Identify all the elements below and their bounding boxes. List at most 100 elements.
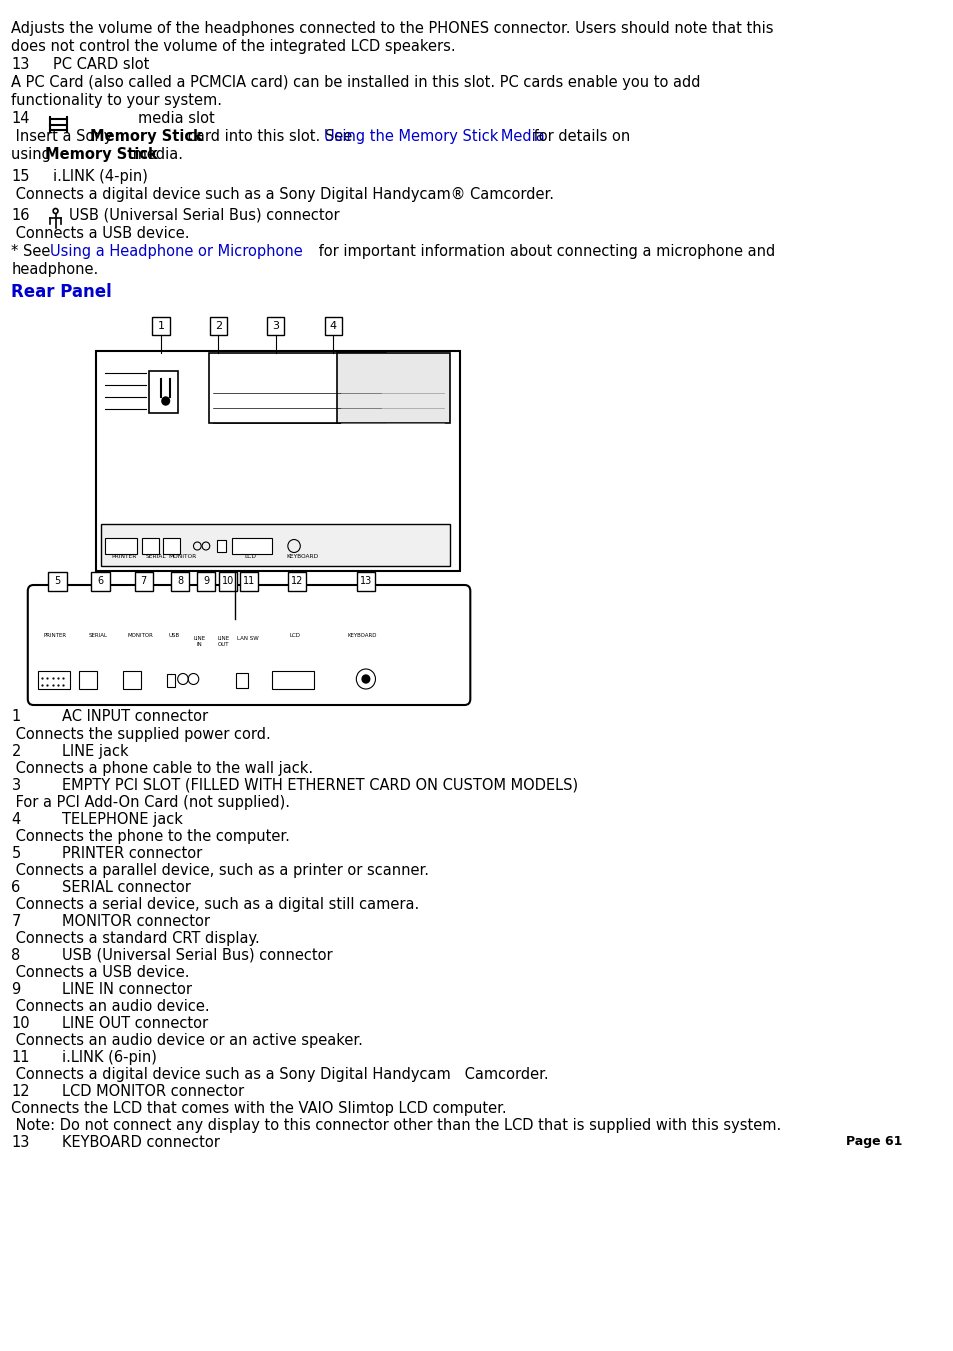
Text: LCD MONITOR connector: LCD MONITOR connector <box>62 1084 244 1098</box>
Bar <box>324 317 341 335</box>
FancyBboxPatch shape <box>142 538 159 554</box>
Text: Memory Stick: Memory Stick <box>45 147 157 162</box>
Text: Connects an audio device.: Connects an audio device. <box>11 998 210 1015</box>
Text: 5: 5 <box>11 846 21 861</box>
Bar <box>49 571 67 590</box>
Text: 11: 11 <box>243 576 254 586</box>
FancyBboxPatch shape <box>95 351 459 571</box>
Bar <box>167 674 175 688</box>
Text: LINE
IN: LINE IN <box>193 636 205 647</box>
Text: 13: 13 <box>11 1135 30 1150</box>
Text: LINE jack: LINE jack <box>62 744 129 759</box>
Text: Connects a standard CRT display.: Connects a standard CRT display. <box>11 931 260 946</box>
Text: 1: 1 <box>11 709 21 724</box>
Text: functionality to your system.: functionality to your system. <box>11 93 222 108</box>
Text: 9: 9 <box>203 576 209 586</box>
FancyBboxPatch shape <box>163 538 180 554</box>
FancyBboxPatch shape <box>105 538 137 554</box>
Text: KEYBOARD: KEYBOARD <box>347 634 376 638</box>
Text: TELEPHONE jack: TELEPHONE jack <box>62 812 183 827</box>
Text: for important information about connecting a microphone and: for important information about connecti… <box>314 245 775 259</box>
Bar <box>267 317 284 335</box>
Circle shape <box>362 676 370 684</box>
Text: Connects an audio device or an active speaker.: Connects an audio device or an active sp… <box>11 1034 363 1048</box>
Bar <box>91 571 110 590</box>
Text: Connects a serial device, such as a digital still camera.: Connects a serial device, such as a digi… <box>11 897 419 912</box>
Text: SERIAL: SERIAL <box>88 634 107 638</box>
Bar <box>134 571 152 590</box>
Text: Using the Memory Stick: Using the Memory Stick <box>323 128 497 145</box>
Text: card into this slot. See: card into this slot. See <box>174 128 356 145</box>
Text: USB: USB <box>169 634 180 638</box>
Text: media slot: media slot <box>138 111 214 126</box>
Text: KEYBOARD connector: KEYBOARD connector <box>62 1135 220 1150</box>
Text: Insert a Sony: Insert a Sony <box>11 128 117 145</box>
Text: 16: 16 <box>11 208 30 223</box>
Text: 10: 10 <box>11 1016 30 1031</box>
Text: Note: Do not connect any display to this connector other than the LCD that is su: Note: Do not connect any display to this… <box>11 1119 781 1133</box>
FancyBboxPatch shape <box>28 585 470 705</box>
Text: Memory Stick: Memory Stick <box>90 128 203 145</box>
Text: 3: 3 <box>11 778 21 793</box>
FancyBboxPatch shape <box>336 353 450 423</box>
Text: 15: 15 <box>11 169 30 184</box>
FancyBboxPatch shape <box>235 673 248 688</box>
Text: 11: 11 <box>11 1050 30 1065</box>
Bar <box>171 571 189 590</box>
Text: 3: 3 <box>272 322 279 331</box>
Text: SERIAL connector: SERIAL connector <box>62 880 191 894</box>
Text: i.LINK (6-pin): i.LINK (6-pin) <box>62 1050 157 1065</box>
Bar <box>218 571 237 590</box>
Bar <box>152 317 170 335</box>
Text: Connects a digital device such as a Sony Digital Handycam   Camcorder.: Connects a digital device such as a Sony… <box>11 1067 549 1082</box>
Text: Connects a phone cable to the wall jack.: Connects a phone cable to the wall jack. <box>11 761 314 775</box>
Text: SERIAL: SERIAL <box>146 554 166 558</box>
Text: EMPTY PCI SLOT (FILLED WITH ETHERNET CARD ON CUSTOM MODELS): EMPTY PCI SLOT (FILLED WITH ETHERNET CAR… <box>62 778 578 793</box>
Text: using: using <box>11 147 56 162</box>
FancyBboxPatch shape <box>38 671 70 689</box>
Bar <box>100 524 450 566</box>
Text: Connects a parallel device, such as a printer or scanner.: Connects a parallel device, such as a pr… <box>11 863 429 878</box>
Text: Connects the supplied power cord.: Connects the supplied power cord. <box>11 727 271 742</box>
Text: 4: 4 <box>330 322 336 331</box>
Text: 13: 13 <box>359 576 372 586</box>
Text: 2: 2 <box>11 744 21 759</box>
FancyBboxPatch shape <box>78 671 96 689</box>
Text: PRINTER connector: PRINTER connector <box>62 846 202 861</box>
Text: 6: 6 <box>11 880 21 894</box>
Text: PC CARD slot: PC CARD slot <box>52 57 149 72</box>
Text: 8: 8 <box>177 576 183 586</box>
Text: A PC Card (also called a PCMCIA card) can be installed in this slot. PC cards en: A PC Card (also called a PCMCIA card) ca… <box>11 76 700 91</box>
Text: 6: 6 <box>97 576 104 586</box>
Text: LCD: LCD <box>289 634 300 638</box>
Text: i.LINK (4-pin): i.LINK (4-pin) <box>52 169 148 184</box>
Text: 9: 9 <box>11 982 21 997</box>
Text: does not control the volume of the integrated LCD speakers.: does not control the volume of the integ… <box>11 39 456 54</box>
Text: LINE
OUT: LINE OUT <box>217 636 229 647</box>
Text: Adjusts the volume of the headphones connected to the PHONES connector. Users sh: Adjusts the volume of the headphones con… <box>11 22 773 36</box>
Text: LINE IN connector: LINE IN connector <box>62 982 193 997</box>
Text: KEYBOARD: KEYBOARD <box>286 554 318 558</box>
Text: Connects a USB device.: Connects a USB device. <box>11 226 190 240</box>
Text: Connects the phone to the computer.: Connects the phone to the computer. <box>11 830 290 844</box>
Bar <box>288 571 306 590</box>
FancyBboxPatch shape <box>272 671 314 689</box>
Bar <box>210 317 227 335</box>
Text: LINE OUT connector: LINE OUT connector <box>62 1016 208 1031</box>
Text: 1: 1 <box>157 322 164 331</box>
Text: PRINTER: PRINTER <box>43 634 66 638</box>
Text: LCD: LCD <box>244 554 255 558</box>
Bar <box>240 571 258 590</box>
Text: 5: 5 <box>54 576 61 586</box>
Text: * See: * See <box>11 245 55 259</box>
Text: Connects a digital device such as a Sony Digital Handycam® Camcorder.: Connects a digital device such as a Sony… <box>11 186 554 203</box>
Text: 4: 4 <box>11 812 21 827</box>
Text: 10: 10 <box>222 576 233 586</box>
Text: 12: 12 <box>11 1084 30 1098</box>
Text: LAN SW: LAN SW <box>237 636 258 640</box>
Text: USB (Universal Serial Bus) connector: USB (Universal Serial Bus) connector <box>69 208 339 223</box>
Text: 8: 8 <box>11 948 21 963</box>
FancyBboxPatch shape <box>209 353 386 423</box>
Text: USB (Universal Serial Bus) connector: USB (Universal Serial Bus) connector <box>62 948 333 963</box>
Text: 2: 2 <box>214 322 222 331</box>
